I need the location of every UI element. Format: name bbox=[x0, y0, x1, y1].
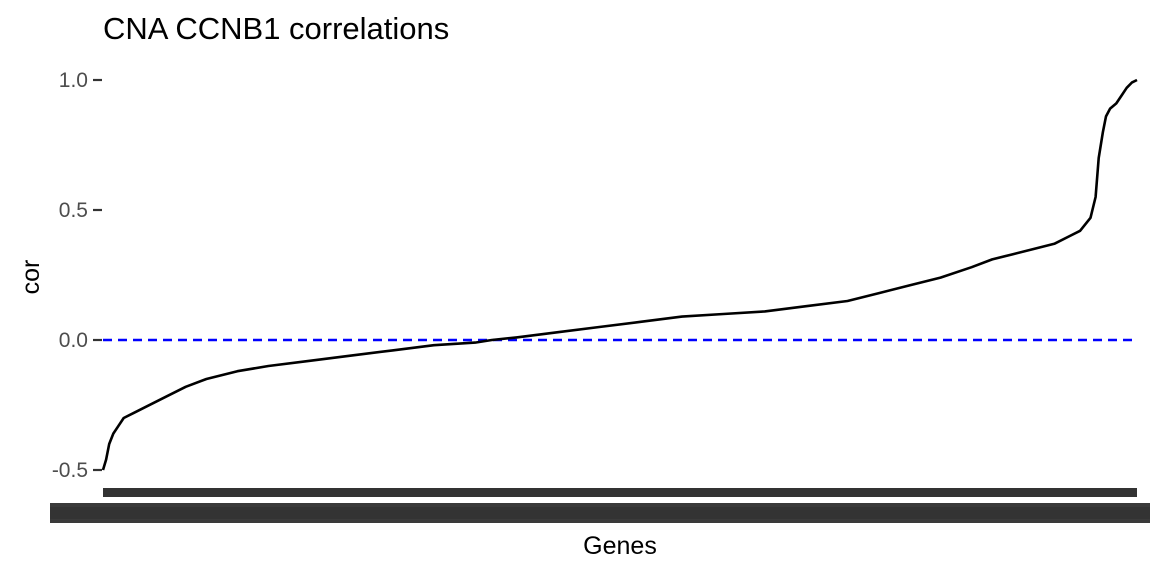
x-tick-marks-band bbox=[103, 488, 1137, 497]
chart-title: CNA CCNB1 correlations bbox=[103, 11, 449, 46]
x-tick-labels bbox=[50, 503, 1150, 523]
y-tick-label: 1.0 bbox=[59, 69, 88, 92]
y-axis: -0.5 0.0 0.5 1.0 bbox=[52, 69, 102, 482]
y-tick-label: 0.5 bbox=[59, 199, 88, 222]
y-tick-label: 0.0 bbox=[59, 329, 88, 352]
x-tick-labels-band-edge bbox=[50, 507, 1150, 519]
y-tick-label: -0.5 bbox=[52, 459, 88, 482]
y-axis-title: cor bbox=[17, 260, 45, 295]
correlation-series-line bbox=[101, 78, 1138, 471]
x-tick-marks bbox=[103, 488, 1137, 497]
x-axis-title: Genes bbox=[583, 532, 657, 560]
